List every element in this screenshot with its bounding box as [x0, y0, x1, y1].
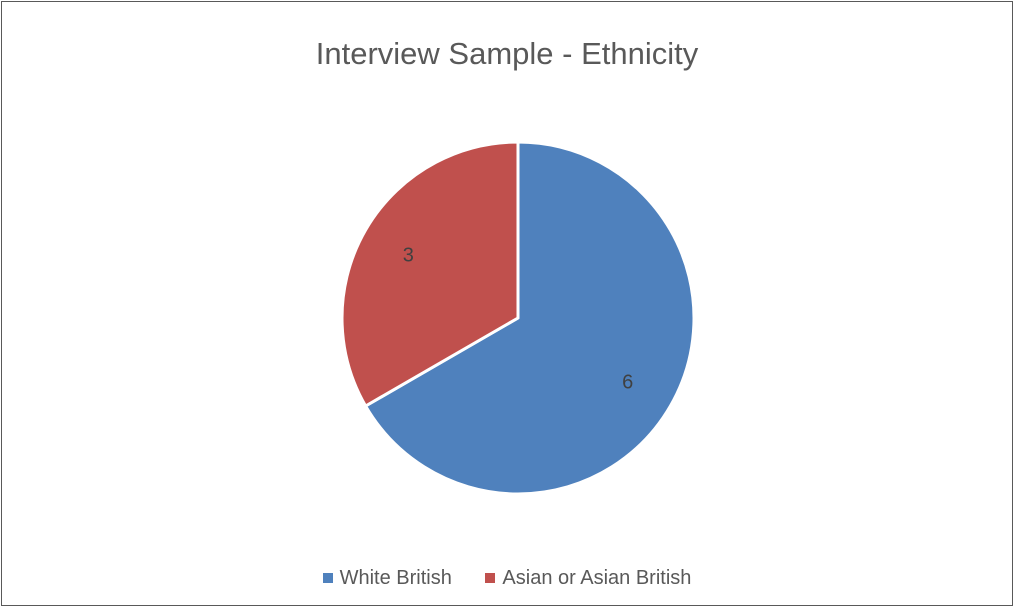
legend-item-white-british: White British [322, 566, 452, 590]
data-label-asian-british: 3 [403, 245, 414, 267]
chart-title: Interview Sample - Ethnicity [315, 36, 699, 71]
pie-slice-asian-british [340, 140, 520, 408]
legend-item-asian-british: Asian or Asian British [485, 567, 691, 590]
legend-swatch-asian-british [485, 573, 496, 583]
legend-label-asian-british: Asian or Asian British [502, 566, 692, 589]
data-label-white-british: 6 [622, 371, 633, 393]
legend-swatch-white-british [322, 573, 333, 583]
pie-slice-white-british [364, 140, 696, 496]
legend-label-white-british: White British [339, 566, 452, 589]
legend: White British Asian or Asian British [2, 566, 1012, 590]
